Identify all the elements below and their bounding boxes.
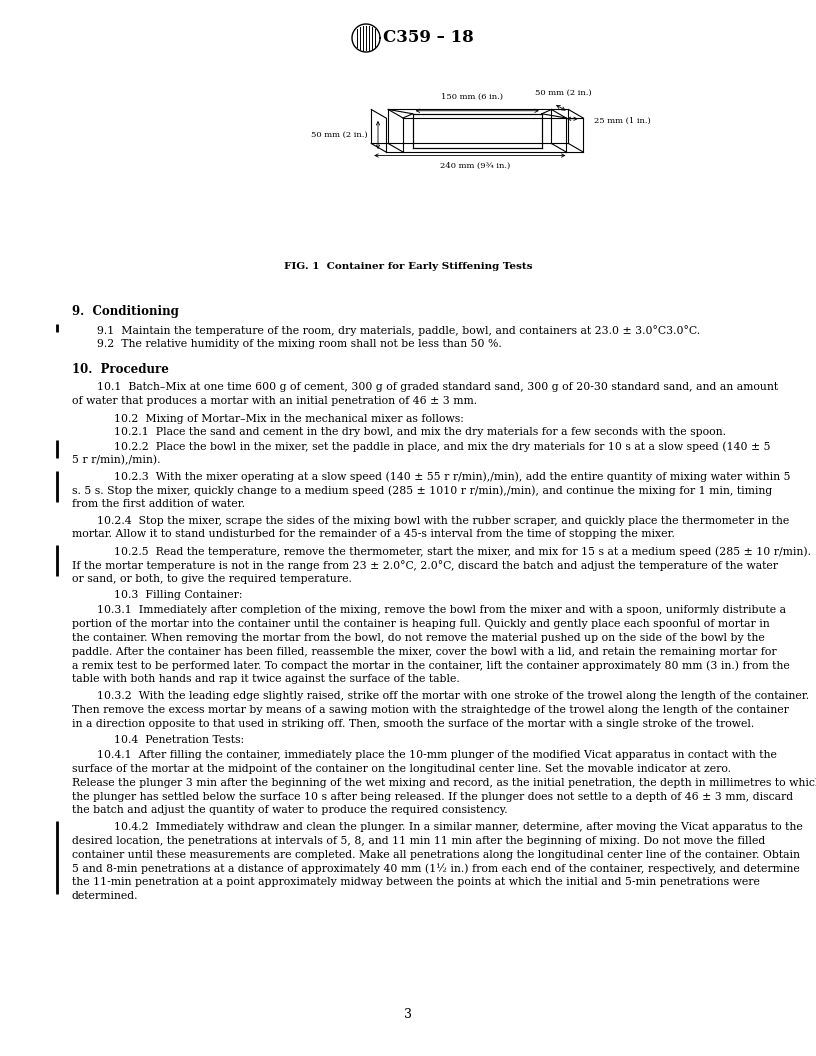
Text: a remix test to be performed later. To compact the mortar in the container, lift: a remix test to be performed later. To c… — [72, 661, 790, 672]
Text: 240 mm (9¾ in.): 240 mm (9¾ in.) — [440, 162, 510, 170]
Text: table with both hands and rap it twice against the surface of the table.: table with both hands and rap it twice a… — [72, 675, 459, 684]
Text: the container. When removing the mortar from the bowl, do not remove the materia: the container. When removing the mortar … — [72, 633, 765, 643]
Text: or sand, or both, to give the required temperature.: or sand, or both, to give the required t… — [72, 573, 352, 584]
Text: surface of the mortar at the midpoint of the container on the longitudinal cente: surface of the mortar at the midpoint of… — [72, 765, 731, 774]
Text: container until these measurements are completed. Make all penetrations along th: container until these measurements are c… — [72, 850, 800, 860]
Text: the 11-min penetration at a point approximately midway between the points at whi: the 11-min penetration at a point approx… — [72, 878, 760, 887]
Text: 10.4  Penetration Tests:: 10.4 Penetration Tests: — [114, 735, 244, 746]
Text: 10.2.3  With the mixer operating at a slow speed (140 ± 55 r r/min),/min), add t: 10.2.3 With the mixer operating at a slo… — [114, 471, 791, 482]
Text: 10.2.5  Read the temperature, remove the thermometer, start the mixer, and mix f: 10.2.5 Read the temperature, remove the … — [114, 546, 811, 557]
Text: 50 mm (2 in.): 50 mm (2 in.) — [312, 131, 368, 139]
Text: 5 r r/min),/min).: 5 r r/min),/min). — [72, 455, 161, 466]
Text: 10.4.2  Immediately withdraw and clean the plunger. In a similar manner, determi: 10.4.2 Immediately withdraw and clean th… — [114, 822, 803, 832]
Text: 10.4.1  After filling the container, immediately place the 10-mm plunger of the : 10.4.1 After filling the container, imme… — [97, 750, 777, 760]
Text: desired location, the penetrations at intervals of 5, 8, and 11 min 11 min after: desired location, the penetrations at in… — [72, 835, 765, 846]
Text: the plunger has settled below the surface 10 s after being released. If the plun: the plunger has settled below the surfac… — [72, 792, 793, 802]
Text: 10.3  Filling Container:: 10.3 Filling Container: — [114, 590, 242, 600]
Text: 9.2  The relative humidity of the mixing room shall not be less than 50 %.: 9.2 The relative humidity of the mixing … — [97, 339, 502, 348]
Text: of water that produces a mortar with an initial penetration of 46 ± 3 mm.: of water that produces a mortar with an … — [72, 396, 477, 406]
Text: 10.2  Mixing of Mortar–Mix in the mechanical mixer as follows:: 10.2 Mixing of Mortar–Mix in the mechani… — [114, 414, 463, 423]
Text: C359 – 18: C359 – 18 — [383, 30, 474, 46]
Text: in a direction opposite to that used in striking off. Then, smooth the surface o: in a direction opposite to that used in … — [72, 718, 754, 729]
Text: portion of the mortar into the container until the container is heaping full. Qu: portion of the mortar into the container… — [72, 619, 769, 629]
Text: If the mortar temperature is not in the range from 23 ± 2.0°C, 2.0°C, discard th: If the mortar temperature is not in the … — [72, 560, 778, 570]
Text: FIG. 1  Container for Early Stiffening Tests: FIG. 1 Container for Early Stiffening Te… — [284, 262, 532, 271]
Text: 9.  Conditioning: 9. Conditioning — [72, 305, 179, 318]
Text: 10.2.2  Place the bowl in the mixer, set the paddle in place, and mix the dry ma: 10.2.2 Place the bowl in the mixer, set … — [114, 441, 770, 452]
Text: 5 and 8-min penetrations at a distance of approximately 40 mm (1½ in.) from each: 5 and 8-min penetrations at a distance o… — [72, 864, 800, 874]
Text: paddle. After the container has been filled, reassemble the mixer, cover the bow: paddle. After the container has been fil… — [72, 646, 777, 657]
Text: Release the plunger 3 min after the beginning of the wet mixing and record, as t: Release the plunger 3 min after the begi… — [72, 778, 816, 788]
Text: 50 mm (2 in.): 50 mm (2 in.) — [535, 89, 592, 96]
Text: 10.2.1  Place the sand and cement in the dry bowl, and mix the dry materials for: 10.2.1 Place the sand and cement in the … — [114, 428, 726, 437]
Text: 10.  Procedure: 10. Procedure — [72, 363, 169, 376]
Text: the batch and adjust the quantity of water to produce the required consistency.: the batch and adjust the quantity of wat… — [72, 806, 508, 815]
Text: 150 mm (6 in.): 150 mm (6 in.) — [441, 93, 503, 100]
Text: 25 mm (1 in.): 25 mm (1 in.) — [594, 117, 650, 125]
Text: 9.1  Maintain the temperature of the room, dry materials, paddle, bowl, and cont: 9.1 Maintain the temperature of the room… — [97, 325, 700, 336]
Text: 3: 3 — [404, 1007, 412, 1020]
Text: Then remove the excess mortar by means of a sawing motion with the straightedge : Then remove the excess mortar by means o… — [72, 704, 789, 715]
Text: 10.1  Batch–Mix at one time 600 g of cement, 300 g of graded standard sand, 300 : 10.1 Batch–Mix at one time 600 g of ceme… — [97, 382, 778, 392]
Text: 10.3.2  With the leading edge slightly raised, strike off the mortar with one st: 10.3.2 With the leading edge slightly ra… — [97, 691, 809, 701]
Text: from the first addition of water.: from the first addition of water. — [72, 499, 245, 509]
Text: 10.2.4  Stop the mixer, scrape the sides of the mixing bowl with the rubber scra: 10.2.4 Stop the mixer, scrape the sides … — [97, 515, 789, 526]
Text: determined.: determined. — [72, 891, 139, 901]
Text: s. 5 s. Stop the mixer, quickly change to a medium speed (285 ± 1010 r r/min),/m: s. 5 s. Stop the mixer, quickly change t… — [72, 486, 772, 496]
Text: mortar. Allow it to stand undisturbed for the remainder of a 45-s interval from : mortar. Allow it to stand undisturbed fo… — [72, 529, 675, 540]
Text: 10.3.1  Immediately after completion of the mixing, remove the bowl from the mix: 10.3.1 Immediately after completion of t… — [97, 605, 786, 616]
